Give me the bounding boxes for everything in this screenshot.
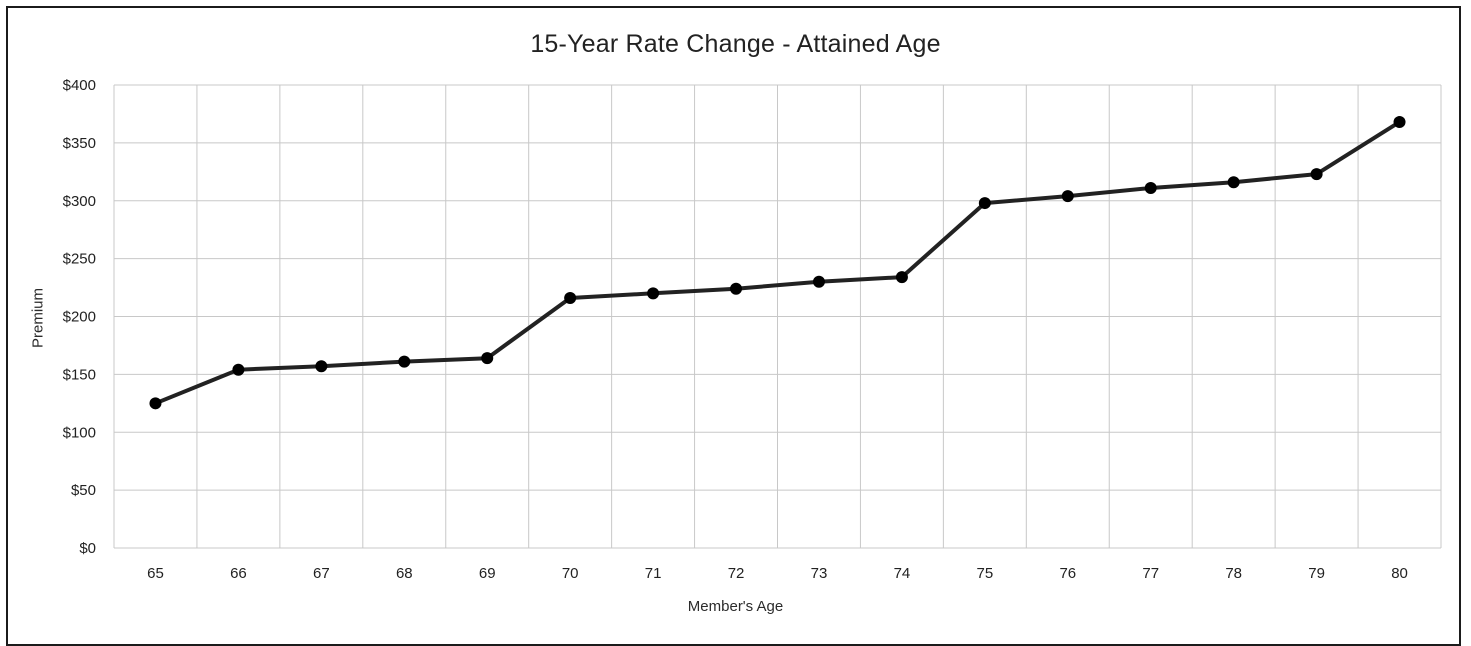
series-line [153, 120, 1402, 406]
x-tick-label: 77 [1142, 565, 1159, 582]
x-tick-label: 67 [313, 565, 330, 582]
y-tick-label: $0 [79, 540, 96, 557]
y-tick-label: $300 [63, 193, 96, 210]
x-tick-label: 74 [894, 565, 911, 582]
x-tick-label: 68 [396, 565, 413, 582]
data-point [1310, 168, 1323, 181]
x-tick-label: 69 [479, 565, 496, 582]
x-tick-label: 78 [1225, 565, 1242, 582]
data-point [647, 287, 660, 300]
x-tick-label: 79 [1308, 565, 1325, 582]
x-tick-label: 75 [977, 565, 994, 582]
chart-title: 15-Year Rate Change - Attained Age [530, 30, 941, 58]
y-tick-label: $200 [63, 309, 96, 326]
y-tick-label: $400 [63, 77, 96, 94]
y-tick-label: $150 [63, 366, 96, 383]
data-point [895, 271, 908, 284]
data-point [481, 352, 494, 365]
x-tick-label: 73 [811, 565, 828, 582]
data-point [730, 282, 743, 295]
data-point [315, 360, 328, 373]
data-point [564, 291, 577, 304]
x-tick-label: 70 [562, 565, 579, 582]
x-tick-label: 80 [1391, 565, 1408, 582]
data-point [398, 355, 411, 368]
y-tick-label: $250 [63, 251, 96, 268]
data-point [1227, 176, 1240, 189]
y-tick-label: $50 [71, 482, 96, 499]
data-point [1393, 116, 1406, 129]
data-point [1144, 182, 1157, 195]
data-point [978, 197, 991, 210]
data-point [149, 397, 162, 410]
data-point [812, 275, 825, 288]
y-tick-label: $100 [63, 424, 96, 441]
x-tick-label: 66 [230, 565, 247, 582]
x-tick-label: 76 [1059, 565, 1076, 582]
x-tick-label: 71 [645, 565, 662, 582]
y-axis-label: Premium [29, 287, 47, 349]
data-point [1061, 190, 1074, 203]
x-tick-label: 72 [728, 565, 745, 582]
x-axis-label: Member's Age [687, 598, 784, 615]
data-point [232, 363, 245, 376]
x-tick-label: 65 [147, 565, 164, 582]
chart-frame [6, 6, 1461, 646]
y-tick-label: $350 [63, 135, 96, 152]
